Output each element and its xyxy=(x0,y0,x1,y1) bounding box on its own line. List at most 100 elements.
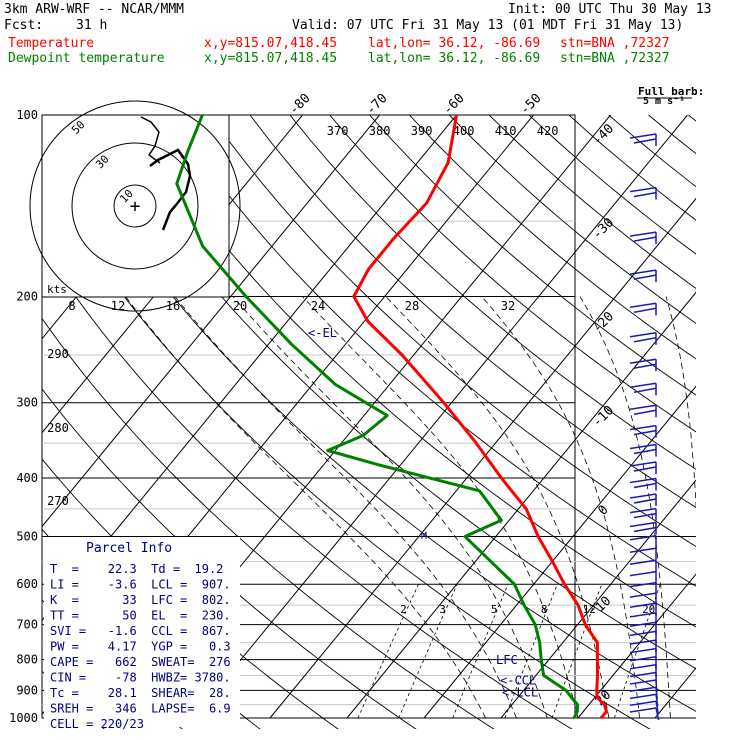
parcel-row: CIN = -78 HWBZ= 3780. xyxy=(50,671,231,685)
wind-barb-flag xyxy=(633,498,657,504)
level-marker: LFC xyxy=(496,653,518,667)
isotherm-line xyxy=(577,573,696,719)
wind-barb-flag xyxy=(633,138,657,144)
forecast-hours: 31 h xyxy=(76,18,108,33)
isotherm-label: -70 xyxy=(363,91,390,118)
forecast-label: Fcst: xyxy=(4,18,44,33)
dry-adiabat-line xyxy=(528,115,696,255)
parcel-row: SREH = 346 LAPSE= 6.9 xyxy=(50,702,231,716)
isotherm-label: -10 xyxy=(590,403,617,430)
pressure-label: 1000 xyxy=(9,711,38,725)
wind-barb-flag xyxy=(629,559,657,565)
dry-adiabat-line xyxy=(130,115,696,628)
pressure-label: 700 xyxy=(16,618,38,632)
wind-barb-flag xyxy=(629,630,657,637)
moist-adiabat-line xyxy=(481,296,640,719)
isotherm-label: -80 xyxy=(286,91,313,118)
wind-barb-flag xyxy=(629,639,657,645)
theta-label: 410 xyxy=(495,124,517,138)
pressure-label: 100 xyxy=(16,108,38,122)
dry-adiabat-line xyxy=(42,317,495,729)
hodograph-origin-icon: + xyxy=(130,196,141,217)
parcel-row: TT = 50 EL = 230. xyxy=(50,609,231,623)
wind-barb-flag xyxy=(629,332,657,338)
wind-barb-flag xyxy=(629,302,657,309)
dry-adiabat-line xyxy=(209,115,696,548)
theta-label: 420 xyxy=(537,124,559,138)
wind-barb-flag xyxy=(629,269,657,275)
wind-barb-flag xyxy=(629,507,657,514)
wind-barb-flag xyxy=(629,707,657,713)
parcel-row: T = 22.3 Td = 19.2 xyxy=(50,562,223,576)
wind-barb-flag xyxy=(633,387,657,394)
dry-adiabat-line xyxy=(90,115,696,670)
dewpoint-station: stn=BNA ,72327 xyxy=(560,51,670,66)
wind-barb-flag xyxy=(629,700,657,707)
wind-barb-staff xyxy=(655,701,659,714)
wind-barb-flag xyxy=(629,443,657,450)
temperature-profile xyxy=(352,115,608,719)
wind-barb-flag xyxy=(629,656,657,662)
isotherm-line xyxy=(654,667,696,719)
wind-barb-flag xyxy=(633,409,657,416)
isotherm-line xyxy=(42,115,380,528)
dewpoint-latlon: lat,lon= 36.12, -86.69 xyxy=(368,51,541,66)
wind-barb-flag xyxy=(629,424,657,431)
wind-barb-flag xyxy=(633,236,657,242)
parcel-box-bg xyxy=(44,537,240,727)
wind-barb-flag xyxy=(629,686,657,693)
dry-adiabat-line xyxy=(369,115,696,396)
parcel-row: CELL = 220/23 xyxy=(50,717,144,731)
theta-label: 400 xyxy=(453,124,475,138)
hodograph-ring xyxy=(113,184,157,228)
hodograph-axis-tick: 12 xyxy=(111,299,125,313)
theta-left-label: 280 xyxy=(47,421,69,435)
parcel-info-box: Parcel Info T = 22.3 Td = 19.2 LI = -3.6 L… xyxy=(44,537,240,731)
isotherm-line xyxy=(423,385,696,719)
moist-adiabat-line xyxy=(302,296,579,719)
parcel-row: K = 33 LFC = 802. xyxy=(50,593,231,607)
level-marker: <-CCL xyxy=(500,674,536,688)
wind-barb-flag xyxy=(629,404,657,411)
mixing-ratio-label: 20 xyxy=(642,603,655,616)
wind-barb-flag xyxy=(633,526,657,533)
wind-barb-flag xyxy=(629,612,657,618)
temperature-station: stn=BNA ,72327 xyxy=(560,36,670,51)
wind-barbs: Full barb:5 m s⁻¹ xyxy=(629,85,704,721)
isotherm-label: -60 xyxy=(440,91,467,118)
dewpoint-xy: x,y=815.07,418.45 xyxy=(204,51,338,66)
parcel-row: SVI = -1.6 CCL = 867. xyxy=(50,624,231,638)
parcel-title: Parcel Info xyxy=(86,541,172,556)
pressure-label: 900 xyxy=(16,683,38,697)
isotherm-line xyxy=(269,197,696,719)
level-marker-m: M xyxy=(421,531,427,542)
wind-barb-flag xyxy=(633,512,657,519)
isotherm-line xyxy=(346,291,696,719)
isotherm-label: -20 xyxy=(590,309,617,336)
theta-left-label: 290 xyxy=(47,347,69,361)
parcel-row: CAPE = 662 SWEAT= 276 xyxy=(50,655,231,669)
wind-barb-staff xyxy=(655,707,660,721)
wind-barb-flag xyxy=(629,186,657,193)
mixing-ratio-line xyxy=(551,584,603,719)
dry-adiabat-line xyxy=(249,115,696,508)
wind-barb-flag xyxy=(629,521,657,528)
wind-barb-flag xyxy=(633,274,657,280)
mixing-ratio-line xyxy=(398,584,458,719)
parcel-row: PW = 4.17 YGP = 0.3 xyxy=(50,640,231,654)
wind-barb-flag xyxy=(629,671,657,678)
theta-label: 380 xyxy=(369,124,391,138)
theta-left-label: 270 xyxy=(47,494,69,508)
wind-barb-flag xyxy=(633,191,657,198)
dewpoint-profile xyxy=(175,115,579,719)
pressure-label: 600 xyxy=(16,577,38,591)
hodograph-axis-tick: 32 xyxy=(501,299,515,313)
theta-label: 370 xyxy=(327,124,349,138)
wind-barb-flag xyxy=(633,466,657,472)
dry-adiabat-line xyxy=(608,115,696,188)
hodograph-axis-tick: 20 xyxy=(233,299,247,313)
wind-barb-flag xyxy=(629,581,657,588)
wind-barb-flag xyxy=(629,547,657,553)
dry-adiabat-line xyxy=(329,115,696,433)
